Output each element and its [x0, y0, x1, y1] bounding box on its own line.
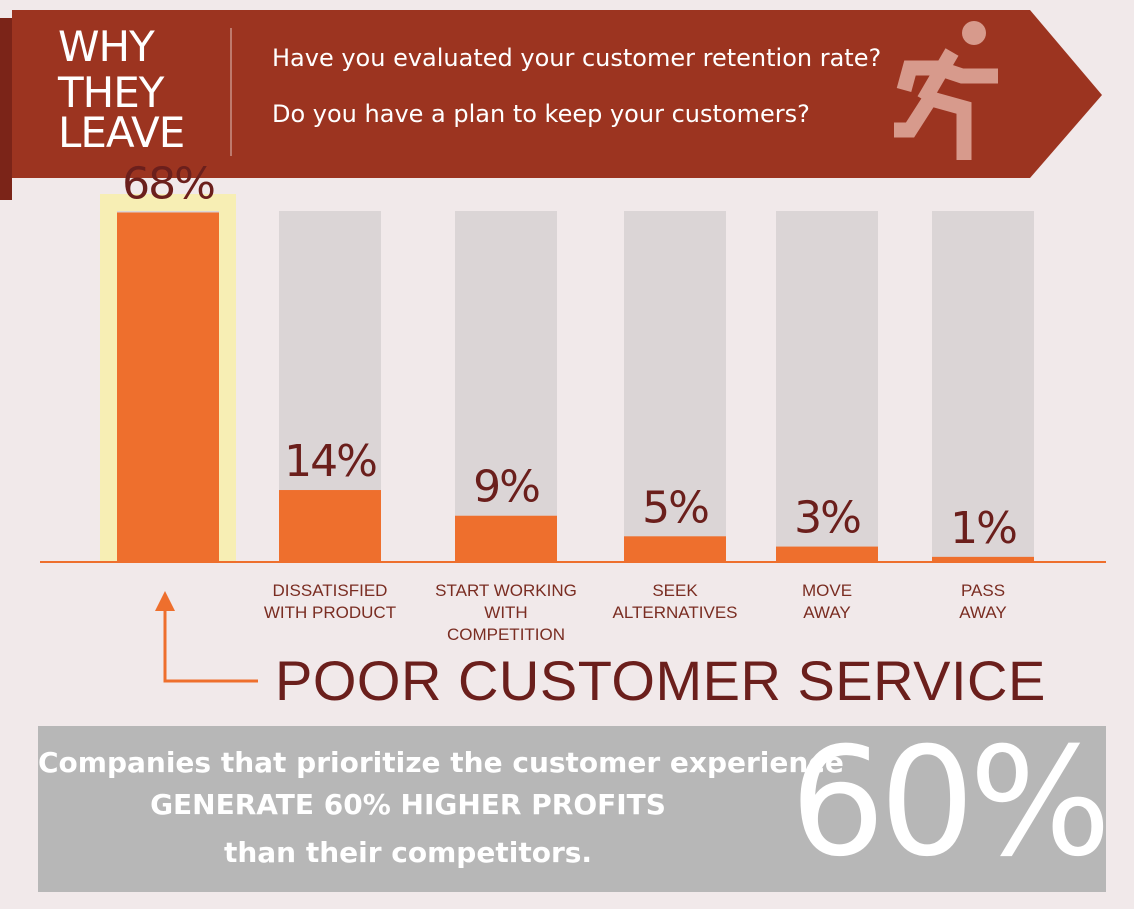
x-tick-label: SEEK ALTERNATIVES [612, 581, 738, 622]
bar-track [932, 211, 1034, 562]
header-banner [0, 10, 1102, 200]
banner-fold [0, 18, 12, 200]
x-tick-label: MOVE AWAY [801, 581, 853, 622]
callout-label: POOR CUSTOMER SERVICE [275, 649, 1046, 712]
header-question-2: Do you have a plan to keep your customer… [272, 100, 810, 128]
bar-chart: 68% 14% 9% 5% 3% 1% [40, 158, 1106, 683]
header-title-line-1: WHY [58, 22, 155, 71]
header-title-line-2: THEY [58, 68, 164, 117]
stat-box: Companies that prioritize the customer e… [38, 716, 1111, 892]
stat-line-3: than their competitors. [223, 836, 593, 869]
bar [776, 546, 878, 562]
bar-track [776, 211, 878, 562]
callout-arrow [155, 591, 258, 683]
header-title-line-3: LEAVE [58, 108, 185, 157]
stat-big-value: 60% [790, 716, 1111, 890]
bar-track [624, 211, 726, 562]
bar [624, 536, 726, 562]
bar [455, 515, 557, 562]
bar [279, 490, 381, 562]
x-tick-label: DISSATISFIED WITH PRODUCT [263, 581, 397, 622]
stat-line-1: Companies that prioritize the customer e… [38, 746, 844, 779]
bar-value-label: 9% [473, 462, 539, 513]
bar [932, 556, 1034, 562]
bar-value-label: 5% [642, 482, 708, 533]
bar [117, 212, 219, 563]
banner-arrow-shape [12, 10, 1102, 178]
bar-value-label: 68% [122, 158, 214, 209]
x-tick-label: PASS AWAY [959, 581, 1007, 622]
bar-track [455, 211, 557, 562]
bar-value-label: 1% [950, 503, 1016, 554]
header-question-1: Have you evaluated your customer retenti… [272, 44, 882, 72]
running-person-icon [894, 21, 998, 160]
bar-value-label: 14% [284, 436, 376, 487]
x-tick-label: START WORKING WITH COMPETITION [435, 581, 577, 644]
bar-value-label: 3% [794, 493, 860, 544]
stat-line-2: GENERATE 60% HIGHER PROFITS [150, 788, 666, 821]
header-divider [230, 28, 232, 156]
